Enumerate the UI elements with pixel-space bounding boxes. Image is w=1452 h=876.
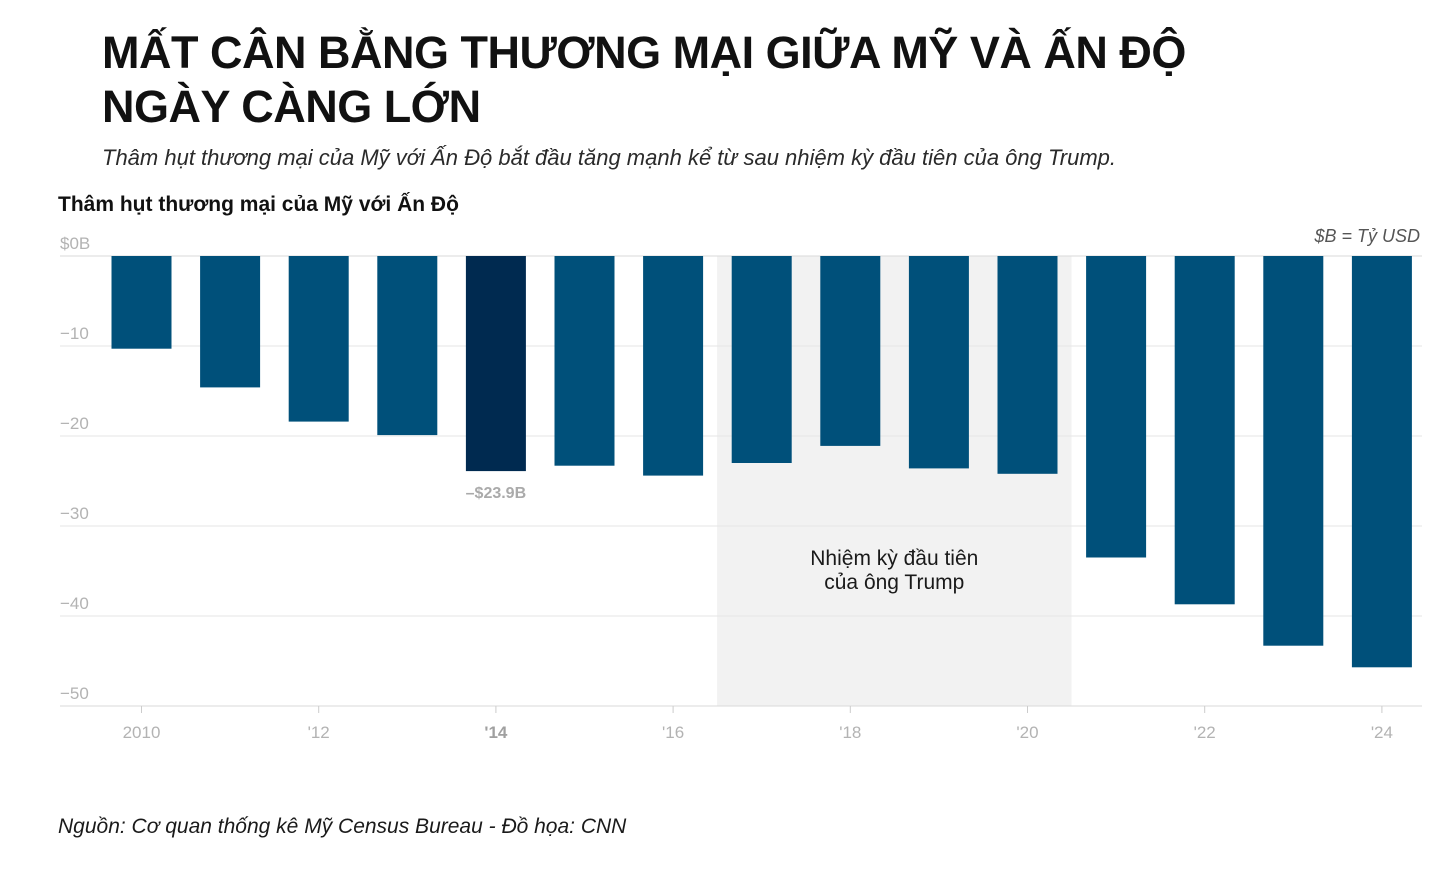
shaded-period-label-line-1: Nhiệm kỳ đầu tiên	[810, 547, 978, 570]
x-ticks-layer: 2010 '12 '14 '16 '18 '20 '22 '24	[123, 706, 1393, 742]
bar-2017	[731, 256, 792, 463]
bar-2012	[288, 256, 349, 422]
y-tick-label: −50	[60, 684, 89, 703]
source-note: Nguồn: Cơ quan thống kê Mỹ Census Bureau…	[58, 815, 627, 838]
x-tick-label: 2010	[123, 723, 161, 742]
bar-2010	[111, 256, 172, 349]
labels-layer: $0B −10 −20 −30 −40 −50 –$23.9B Nhiệm kỳ đầu ti…	[60, 234, 978, 703]
x-tick-label: '24	[1371, 723, 1393, 742]
bars-layer	[111, 256, 1412, 668]
subtitle: Thâm hụt thương mại của Mỹ với Ấn Độ bắt…	[102, 145, 1117, 170]
bar-2016	[643, 256, 704, 476]
bar-2014	[465, 256, 526, 472]
x-tick-label: '14	[484, 723, 507, 742]
x-tick-label: '20	[1016, 723, 1038, 742]
x-tick-label: '18	[839, 723, 861, 742]
shaded-period-label-line-2: của ông Trump	[824, 571, 964, 594]
bar-value-annotation: –$23.9B	[466, 485, 527, 502]
y-tick-label: −10	[60, 324, 89, 343]
bar-2015	[554, 256, 615, 466]
headline: MẤT CÂN BẰNG THƯƠNG MẠI GIỮA MỸ VÀ ẤN ĐỘ…	[102, 26, 1352, 134]
y-tick-label: $0B	[60, 234, 90, 253]
bar-2019	[908, 256, 969, 469]
x-tick-label: '22	[1194, 723, 1216, 742]
headline-line-1: MẤT CÂN BẰNG THƯƠNG MẠI GIỮA MỸ VÀ ẤN ĐỘ	[102, 27, 1186, 78]
bar-2011	[200, 256, 261, 388]
chart-title: Thâm hụt thương mại của Mỹ với Ấn Độ	[58, 193, 459, 216]
bar-2022	[1174, 256, 1235, 605]
bar-2024	[1351, 256, 1412, 668]
bar-2018	[820, 256, 881, 446]
bar-2020	[997, 256, 1058, 474]
bar-2013	[377, 256, 438, 436]
x-tick-label: '12	[308, 723, 330, 742]
y-tick-label: −40	[60, 594, 89, 613]
bar-2023	[1263, 256, 1324, 646]
bar-2021	[1086, 256, 1147, 558]
y-tick-label: −20	[60, 414, 89, 433]
unit-note: $B = Tỷ USD	[1314, 226, 1420, 246]
headline-line-2: NGÀY CÀNG LỚN	[102, 81, 481, 132]
x-tick-label: '16	[662, 723, 684, 742]
y-tick-label: −30	[60, 504, 89, 523]
